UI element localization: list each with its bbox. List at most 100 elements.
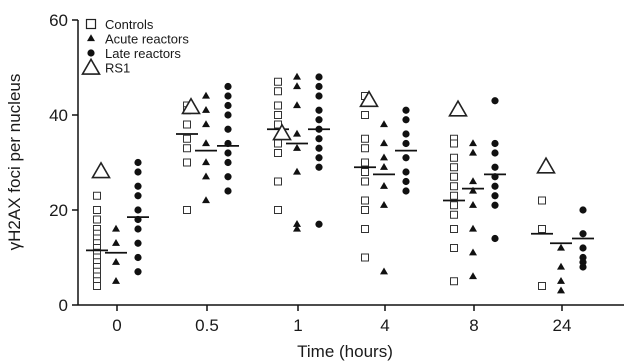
y-tick-label: 60 bbox=[49, 11, 68, 30]
data-point bbox=[450, 153, 458, 162]
data-point bbox=[93, 191, 101, 200]
data-point bbox=[315, 82, 323, 91]
data-point bbox=[293, 72, 301, 80]
data-point bbox=[202, 196, 210, 204]
data-point bbox=[491, 192, 499, 200]
data-point bbox=[361, 177, 369, 186]
data-point bbox=[224, 173, 232, 181]
data-point bbox=[134, 268, 142, 276]
data-point-rs1 bbox=[91, 161, 111, 179]
data-point bbox=[134, 158, 142, 167]
data-point bbox=[450, 201, 458, 210]
data-point bbox=[202, 158, 210, 166]
data-point bbox=[361, 111, 369, 119]
data-point bbox=[112, 238, 120, 246]
data-point bbox=[469, 186, 477, 194]
data-point bbox=[315, 92, 323, 100]
data-point bbox=[469, 177, 477, 185]
data-point bbox=[315, 106, 323, 114]
data-point bbox=[134, 206, 142, 214]
data-point bbox=[469, 200, 477, 208]
axes: 0 20 40 60 0 0.5 1 4 8 24 bbox=[49, 11, 624, 335]
data-point bbox=[450, 139, 458, 148]
data-point bbox=[491, 182, 499, 190]
data-point bbox=[380, 139, 388, 147]
data-point bbox=[402, 106, 410, 114]
data-point bbox=[380, 153, 388, 161]
data-point bbox=[134, 182, 142, 190]
data-point bbox=[274, 206, 282, 214]
data-point bbox=[183, 120, 191, 129]
data-point bbox=[450, 163, 458, 172]
data-point bbox=[224, 111, 232, 119]
data-point bbox=[224, 187, 232, 195]
data-point bbox=[380, 200, 388, 208]
data-point bbox=[491, 234, 499, 243]
x-tick-label: 0.5 bbox=[195, 316, 219, 335]
data-point bbox=[557, 262, 565, 270]
x-axis-title: Time (hours) bbox=[297, 342, 393, 361]
data-point bbox=[224, 149, 232, 157]
data-point bbox=[112, 276, 120, 284]
data-point bbox=[224, 125, 232, 133]
data-point bbox=[491, 139, 499, 148]
data-point bbox=[202, 91, 210, 99]
legend-label: Late reactors bbox=[105, 46, 181, 61]
data-point bbox=[579, 230, 587, 238]
data-point bbox=[469, 248, 477, 256]
data-point-rs1 bbox=[359, 90, 379, 108]
data-point bbox=[315, 154, 323, 162]
data-point bbox=[491, 149, 499, 157]
data-point bbox=[402, 177, 410, 186]
data-point bbox=[538, 282, 546, 290]
data-point bbox=[469, 272, 477, 280]
data-point bbox=[557, 276, 565, 284]
data-point bbox=[224, 101, 232, 110]
data-point bbox=[134, 253, 142, 262]
data-point bbox=[491, 201, 499, 209]
data-point bbox=[402, 116, 410, 124]
x-tick-label: 8 bbox=[469, 316, 478, 335]
data-point bbox=[134, 192, 142, 200]
data-point-rs1 bbox=[181, 97, 201, 115]
data-point bbox=[450, 182, 458, 191]
data-point bbox=[293, 101, 301, 109]
data-point bbox=[183, 158, 191, 167]
data-point bbox=[315, 73, 323, 81]
data-point bbox=[491, 163, 499, 171]
data-point bbox=[293, 219, 301, 227]
legend-marker bbox=[81, 57, 101, 75]
data-point bbox=[402, 187, 410, 195]
x-tick-label: 24 bbox=[553, 316, 572, 335]
data-point bbox=[93, 206, 101, 214]
legend-label: Acute reactors bbox=[105, 32, 189, 47]
data-point bbox=[538, 225, 546, 233]
data-point bbox=[361, 134, 369, 143]
y-tick-label: 40 bbox=[49, 106, 68, 125]
data-point bbox=[579, 244, 587, 252]
legend-label: RS1 bbox=[105, 61, 130, 76]
data-point bbox=[557, 243, 565, 251]
legend-marker bbox=[87, 34, 95, 42]
legend-marker bbox=[85, 18, 97, 30]
data-point bbox=[380, 162, 388, 170]
data-point bbox=[450, 277, 458, 286]
data-point bbox=[315, 144, 323, 152]
data-point bbox=[293, 143, 301, 151]
data-point bbox=[361, 144, 369, 153]
data-point-rs1 bbox=[536, 156, 556, 174]
data-point bbox=[380, 120, 388, 128]
data-point bbox=[112, 257, 120, 265]
legend-label: Controls bbox=[105, 17, 154, 32]
data-point bbox=[361, 206, 369, 214]
data-point bbox=[112, 224, 120, 232]
data-point bbox=[450, 210, 458, 219]
data-point bbox=[579, 263, 587, 271]
plot-marks bbox=[86, 72, 594, 294]
data-point bbox=[293, 224, 301, 232]
data-point bbox=[361, 225, 369, 233]
x-tick-label: 4 bbox=[380, 316, 389, 335]
x-tick-label: 1 bbox=[293, 316, 302, 335]
data-point bbox=[224, 92, 232, 100]
